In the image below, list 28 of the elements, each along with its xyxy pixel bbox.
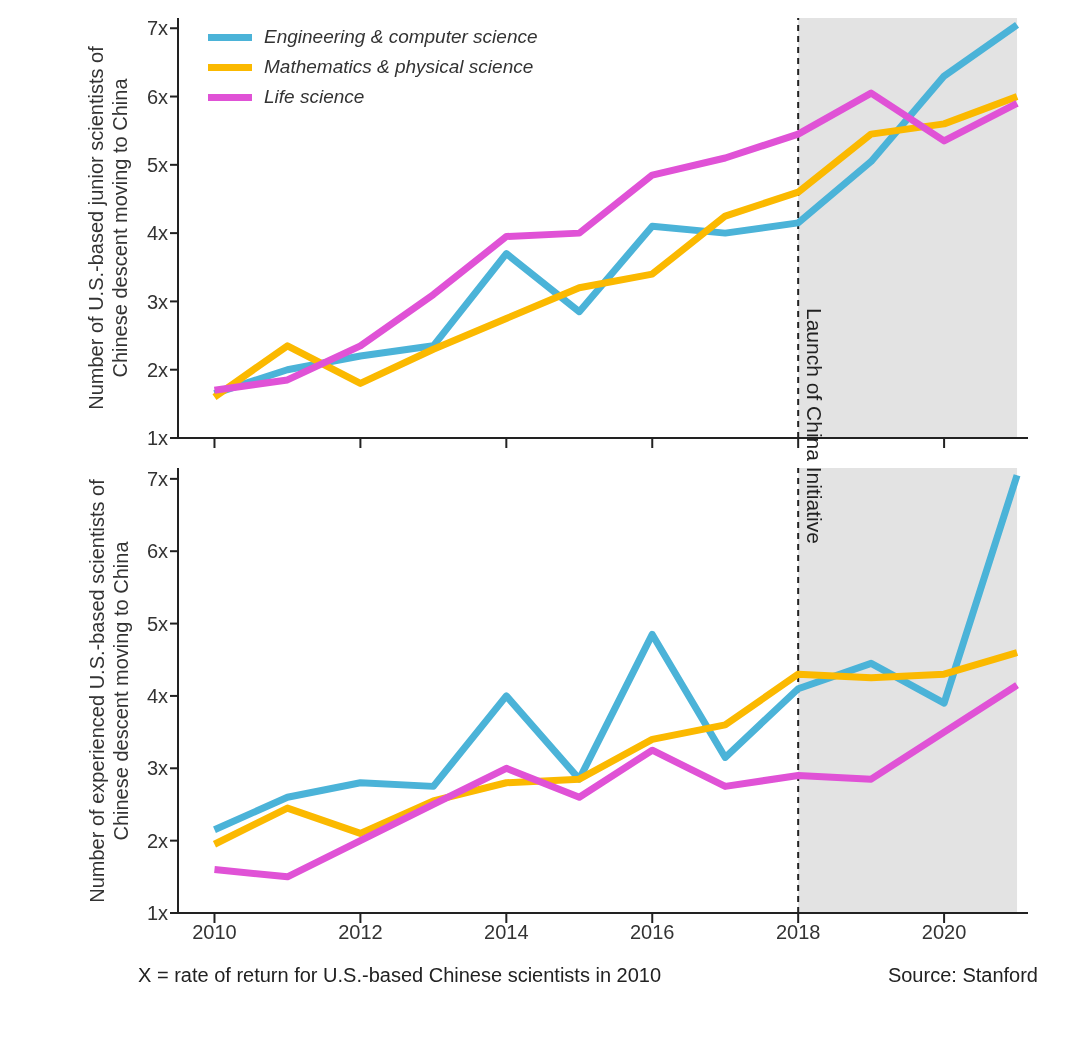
y-tick-label: 6x	[146, 85, 168, 108]
y-axis-title: Number of experienced U.S.-based scientists of Chinese descent moving to China	[84, 477, 132, 905]
y-axis-title: Number of U.S.-based junior scientists of Chinese descent moving to China	[84, 45, 132, 412]
y-tick-label: 5x	[146, 612, 168, 635]
y-tick-label: 3x	[146, 290, 168, 313]
x-tick-label: 2020	[921, 921, 967, 944]
y-tick-label: 6x	[146, 540, 168, 563]
y-tick-label: 3x	[146, 757, 168, 780]
y-tick-label: 5x	[146, 153, 168, 176]
y-tick-label: 7x	[146, 17, 168, 40]
y-tick-label: 1x	[146, 427, 168, 450]
y-tick-label: 2x	[146, 358, 168, 381]
x-tick-label: 2014	[484, 921, 529, 944]
x-tick-label: 2016	[630, 921, 675, 944]
legend-label: Engineering & computer science	[264, 25, 538, 49]
legend-label: Mathematics & physical science	[264, 55, 534, 79]
x-tick-label: 2012	[338, 921, 383, 944]
source-note: Source: Stanford	[887, 964, 1038, 987]
x-tick-label: 2010	[192, 921, 237, 944]
y-tick-label: 4x	[146, 685, 168, 708]
y-tick-label: 2x	[146, 829, 168, 852]
y-tick-label: 7x	[146, 467, 168, 490]
y-tick-label: 1x	[146, 902, 168, 925]
x-tick-label: 2018	[775, 921, 821, 944]
ref-line-label: Launch of China Initiative	[802, 308, 827, 544]
legend-label: Life science	[264, 85, 365, 109]
text: X = rate of return for U.S.-based Chinese scientists in 2010	[138, 964, 662, 987]
y-tick-label: 4x	[146, 222, 168, 245]
